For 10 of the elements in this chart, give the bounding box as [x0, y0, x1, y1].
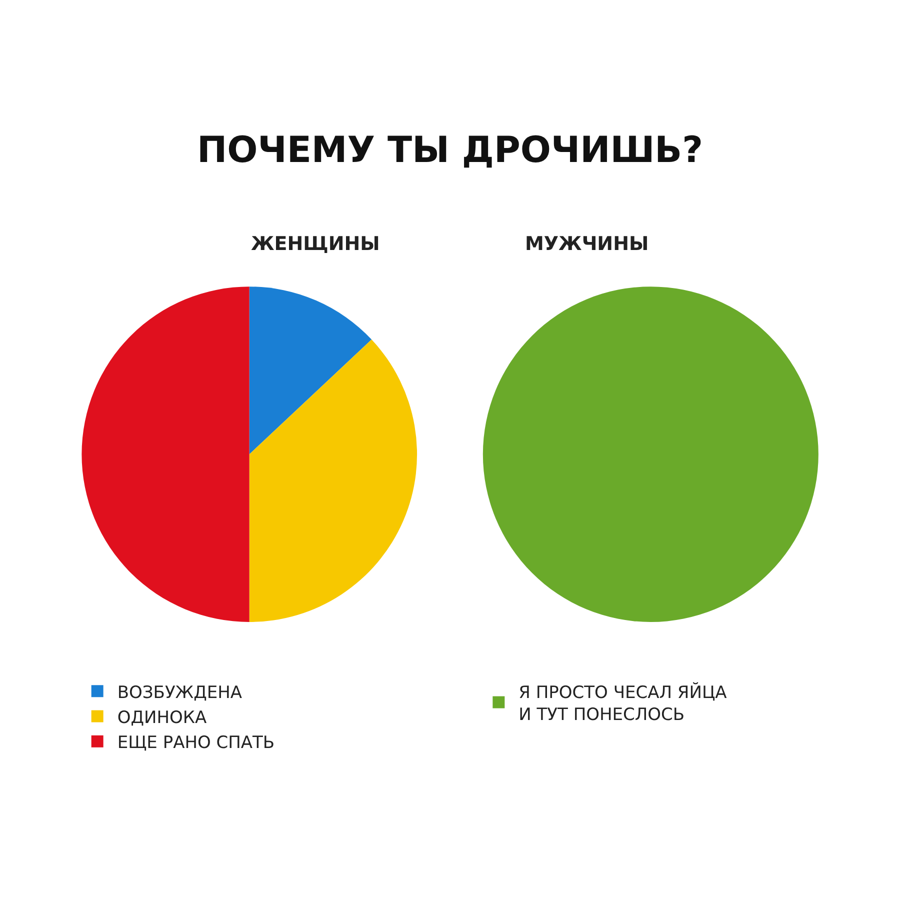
legend-label: ЕЩЕ РАНО СПАТЬ [117, 732, 275, 753]
chart-title: ПОЧЕМУ ТЫ ДРОЧИШЬ? [197, 130, 703, 171]
chart-subtitle: ЖЕНЩИНЫ [251, 233, 380, 255]
legend-label: ВОЗБУЖДЕНА [117, 682, 242, 703]
legend-label: ОДИНОКА [117, 708, 207, 728]
pie-slice [249, 286, 372, 454]
pie-slice [249, 340, 417, 622]
legend-label: Я ПРОСТО ЧЕСАЛ ЯЙЦА И ТУТ ПОНЕСЛОСЬ [518, 682, 728, 725]
chart-subtitle: МУЖЧИНЫ [525, 233, 649, 255]
pie-slice [82, 286, 250, 622]
